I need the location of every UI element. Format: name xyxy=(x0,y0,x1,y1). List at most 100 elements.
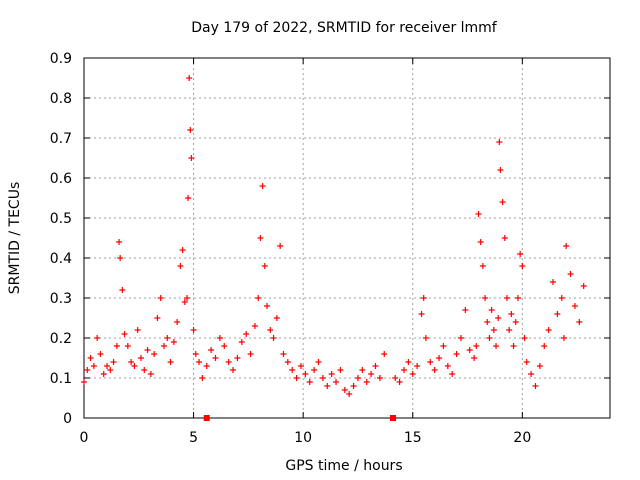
data-point xyxy=(319,375,326,381)
data-point xyxy=(444,363,451,369)
data-point xyxy=(170,339,177,345)
data-point xyxy=(471,355,478,361)
data-point xyxy=(392,375,399,381)
x-tick-label: 20 xyxy=(513,430,531,446)
y-tick-label: 0.6 xyxy=(50,171,72,187)
data-point xyxy=(567,271,574,277)
data-point xyxy=(462,307,469,313)
data-point xyxy=(550,279,557,285)
data-point xyxy=(536,363,543,369)
y-tick-label: 0.5 xyxy=(50,211,72,227)
data-point xyxy=(493,343,500,349)
data-point xyxy=(84,367,91,373)
data-point xyxy=(523,359,530,365)
data-point xyxy=(512,319,519,325)
data-point xyxy=(368,371,375,377)
data-point xyxy=(418,311,425,317)
data-point xyxy=(315,359,322,365)
data-point xyxy=(177,263,184,269)
data-point xyxy=(116,239,123,245)
data-point xyxy=(186,75,193,81)
x-tick-label: 15 xyxy=(404,430,422,446)
data-point xyxy=(97,351,104,357)
data-point xyxy=(141,367,148,373)
data-point xyxy=(203,363,210,369)
data-point xyxy=(495,315,502,321)
y-tick-label: 0.8 xyxy=(50,91,72,107)
data-point xyxy=(396,379,403,385)
data-point xyxy=(457,335,464,341)
data-point xyxy=(510,343,517,349)
data-point xyxy=(479,263,486,269)
data-point xyxy=(508,311,515,317)
data-point xyxy=(297,363,304,369)
data-point xyxy=(174,319,181,325)
data-point xyxy=(431,367,438,373)
data-point xyxy=(499,199,506,205)
data-point xyxy=(453,351,460,357)
data-point xyxy=(346,391,353,397)
grid xyxy=(84,58,610,418)
data-point xyxy=(157,295,164,301)
data-point xyxy=(363,379,370,385)
data-point xyxy=(302,371,309,377)
data-point xyxy=(576,319,583,325)
data-point xyxy=(243,331,250,337)
data-point xyxy=(94,335,101,341)
data-point xyxy=(154,315,161,321)
data-point xyxy=(337,367,344,373)
data-point xyxy=(514,295,521,301)
data-point xyxy=(400,367,407,373)
y-tick-label: 0.7 xyxy=(50,131,72,147)
data-point xyxy=(87,355,94,361)
data-point xyxy=(270,335,277,341)
data-point xyxy=(350,383,357,389)
data-point xyxy=(501,235,508,241)
data-point xyxy=(167,359,174,365)
data-point xyxy=(110,359,117,365)
y-tick-label: 0.3 xyxy=(50,291,72,307)
data-point xyxy=(466,347,473,353)
data-point xyxy=(306,379,313,385)
data-point xyxy=(427,359,434,365)
x-axis-label: GPS time / hours xyxy=(285,458,402,474)
data-point xyxy=(359,367,366,373)
y-tick-label: 0.9 xyxy=(50,51,72,67)
data-point xyxy=(541,343,548,349)
data-point xyxy=(264,303,271,309)
x-tick-label: 10 xyxy=(294,430,312,446)
data-point xyxy=(422,335,429,341)
data-point xyxy=(484,319,491,325)
data-point xyxy=(259,183,266,189)
data-point xyxy=(124,343,131,349)
x-tick-label: 0 xyxy=(80,430,89,446)
data-point xyxy=(192,351,199,357)
data-point xyxy=(528,371,535,377)
y-tick-label: 0.2 xyxy=(50,331,72,347)
data-point xyxy=(251,323,258,329)
data-point xyxy=(238,339,245,345)
data-point xyxy=(333,379,340,385)
data-point xyxy=(212,355,219,361)
data-point xyxy=(506,327,513,333)
data-point xyxy=(449,371,456,377)
data-point xyxy=(420,295,427,301)
data-point xyxy=(519,263,526,269)
data-point xyxy=(497,167,504,173)
data-point xyxy=(405,359,412,365)
data-point xyxy=(545,327,552,333)
data-point xyxy=(354,375,361,381)
y-tick-label: 0.4 xyxy=(50,251,72,267)
data-point xyxy=(488,307,495,313)
data-point xyxy=(247,351,254,357)
data-point xyxy=(490,327,497,333)
data-point xyxy=(289,367,296,373)
data-point xyxy=(255,295,262,301)
data-point xyxy=(280,351,287,357)
data-point xyxy=(521,335,528,341)
data-point xyxy=(107,367,114,373)
data-point xyxy=(187,127,194,133)
data-point xyxy=(137,355,144,361)
